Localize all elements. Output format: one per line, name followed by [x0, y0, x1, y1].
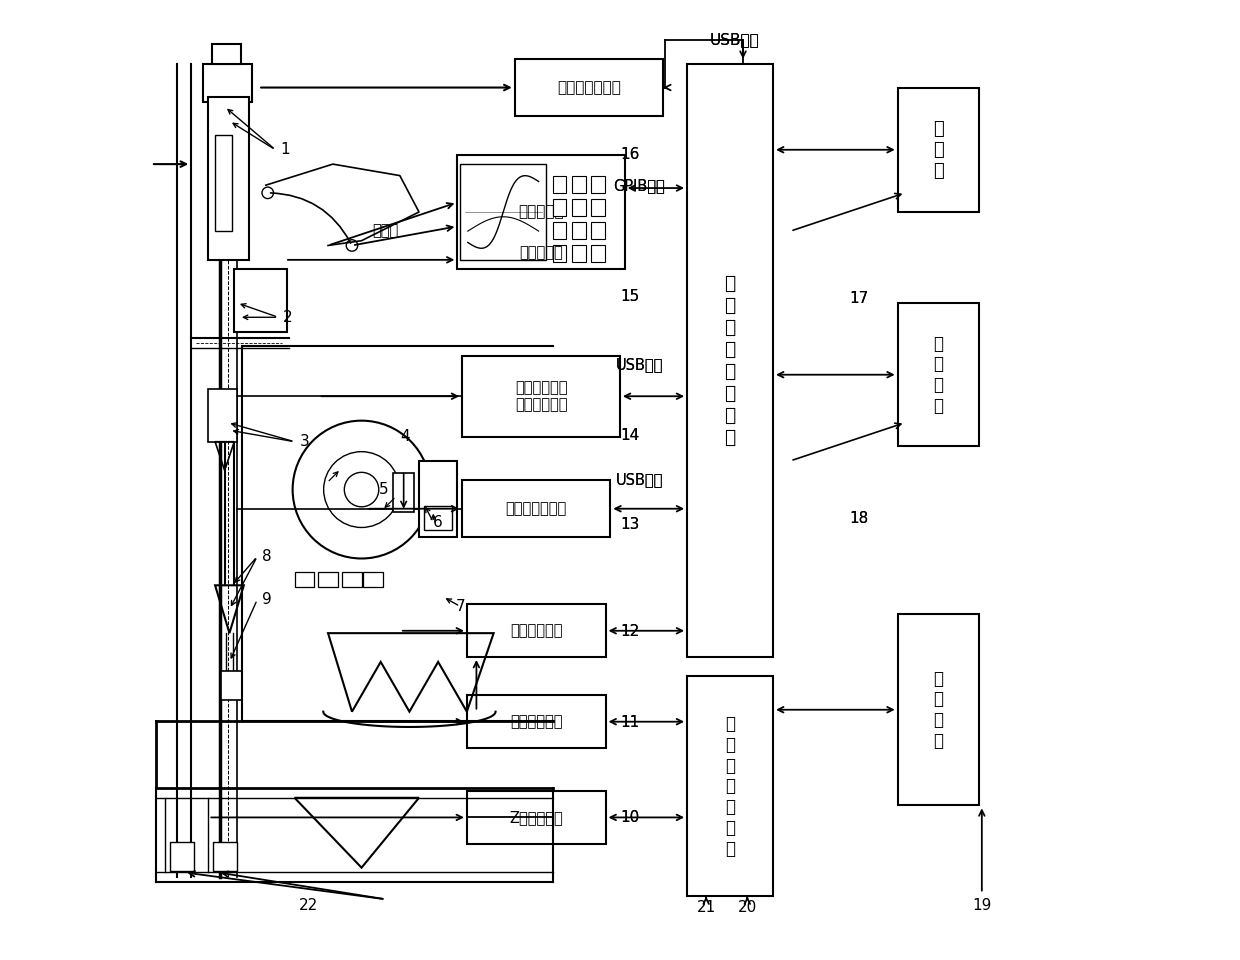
Text: 显
示
器: 显 示 器 [932, 120, 944, 180]
Text: 14: 14 [620, 427, 639, 443]
FancyBboxPatch shape [393, 473, 414, 512]
FancyBboxPatch shape [572, 245, 585, 262]
FancyBboxPatch shape [213, 842, 237, 871]
FancyBboxPatch shape [466, 695, 605, 748]
Text: 2: 2 [283, 310, 293, 324]
FancyBboxPatch shape [898, 303, 978, 446]
Text: 10: 10 [620, 810, 639, 826]
Text: 数控超声发生器: 数控超声发生器 [557, 80, 621, 95]
Text: 21: 21 [697, 900, 715, 916]
Text: 6: 6 [433, 515, 443, 530]
FancyBboxPatch shape [319, 572, 337, 588]
Text: USB总线: USB总线 [711, 33, 760, 47]
Text: 伺
服
运
动
控
制
卡: 伺 服 运 动 控 制 卡 [725, 715, 735, 857]
Text: 15: 15 [620, 289, 639, 303]
Text: 17: 17 [849, 291, 869, 305]
Text: 13: 13 [620, 517, 640, 533]
Text: 18: 18 [849, 511, 869, 526]
Text: 阻抗分析仪: 阻抗分析仪 [520, 245, 563, 260]
Text: USB总线: USB总线 [711, 33, 760, 47]
FancyBboxPatch shape [202, 63, 253, 102]
Text: 测试线: 测试线 [372, 224, 398, 239]
Text: 18: 18 [849, 511, 869, 526]
FancyBboxPatch shape [424, 506, 453, 530]
FancyBboxPatch shape [208, 97, 248, 260]
FancyBboxPatch shape [215, 135, 232, 231]
FancyBboxPatch shape [342, 572, 362, 588]
Text: USB总线: USB总线 [615, 472, 663, 488]
FancyBboxPatch shape [234, 270, 286, 331]
FancyBboxPatch shape [898, 614, 978, 805]
Text: USB总线: USB总线 [615, 472, 663, 488]
Text: 旋转伺服驱动: 旋转伺服驱动 [510, 623, 563, 638]
Text: USB总线: USB总线 [615, 358, 663, 372]
Text: 径向伺服驱动: 径向伺服驱动 [510, 714, 563, 730]
FancyBboxPatch shape [463, 355, 620, 437]
Text: 10: 10 [620, 810, 639, 826]
Text: 1: 1 [280, 142, 290, 157]
Text: 网
络
接
口: 网 络 接 口 [934, 334, 944, 415]
FancyBboxPatch shape [572, 176, 585, 193]
Text: 16: 16 [620, 147, 640, 162]
FancyBboxPatch shape [687, 63, 774, 657]
Text: 高速激光位移
传感器控制器: 高速激光位移 传感器控制器 [515, 380, 567, 413]
Text: 3: 3 [299, 434, 309, 449]
Text: 5: 5 [378, 482, 388, 497]
FancyBboxPatch shape [553, 199, 567, 216]
FancyBboxPatch shape [466, 605, 605, 657]
Text: 17: 17 [849, 291, 869, 305]
FancyBboxPatch shape [170, 842, 193, 871]
Text: 19: 19 [972, 899, 992, 914]
FancyBboxPatch shape [208, 389, 237, 442]
Text: 14: 14 [620, 427, 639, 443]
FancyBboxPatch shape [572, 199, 585, 216]
Text: 15: 15 [620, 289, 639, 303]
Text: 16: 16 [620, 147, 640, 162]
Text: 键
盘
鼠
标: 键 盘 鼠 标 [934, 669, 944, 750]
Text: 阻抗分析仪: 阻抗分析仪 [518, 204, 564, 220]
FancyBboxPatch shape [591, 245, 605, 262]
FancyBboxPatch shape [591, 176, 605, 193]
FancyBboxPatch shape [463, 480, 610, 538]
Text: 4: 4 [399, 429, 409, 444]
Text: 11: 11 [620, 714, 639, 730]
Text: 红外热像控制器: 红外热像控制器 [506, 501, 567, 516]
FancyBboxPatch shape [212, 44, 241, 63]
FancyBboxPatch shape [687, 676, 774, 897]
FancyBboxPatch shape [363, 572, 383, 588]
FancyBboxPatch shape [466, 791, 605, 844]
FancyBboxPatch shape [553, 245, 567, 262]
Text: GPIB总线: GPIB总线 [614, 178, 665, 193]
FancyBboxPatch shape [591, 222, 605, 239]
Text: 13: 13 [620, 517, 640, 533]
FancyBboxPatch shape [458, 155, 625, 270]
Text: 20: 20 [738, 900, 756, 916]
FancyArrowPatch shape [270, 193, 351, 243]
Text: 7: 7 [455, 599, 465, 613]
FancyBboxPatch shape [515, 59, 663, 116]
FancyBboxPatch shape [898, 87, 978, 212]
Text: 9: 9 [262, 592, 272, 607]
FancyBboxPatch shape [553, 222, 567, 239]
FancyBboxPatch shape [419, 461, 458, 538]
Text: USB总线: USB总线 [615, 358, 663, 372]
Text: 12: 12 [620, 624, 639, 638]
FancyBboxPatch shape [553, 176, 567, 193]
Text: 8: 8 [262, 549, 272, 564]
Text: 测
试
分
析
工
控
主
机: 测 试 分 析 工 控 主 机 [724, 274, 735, 446]
Text: 22: 22 [299, 899, 319, 914]
Text: GPIB总线: GPIB总线 [614, 178, 665, 193]
FancyBboxPatch shape [460, 164, 547, 260]
FancyBboxPatch shape [295, 572, 314, 588]
FancyBboxPatch shape [572, 222, 585, 239]
Text: Z轴伺服驱动: Z轴伺服驱动 [510, 810, 563, 825]
FancyBboxPatch shape [591, 199, 605, 216]
Text: 12: 12 [620, 624, 639, 638]
FancyBboxPatch shape [221, 671, 242, 700]
Text: 11: 11 [620, 714, 639, 730]
